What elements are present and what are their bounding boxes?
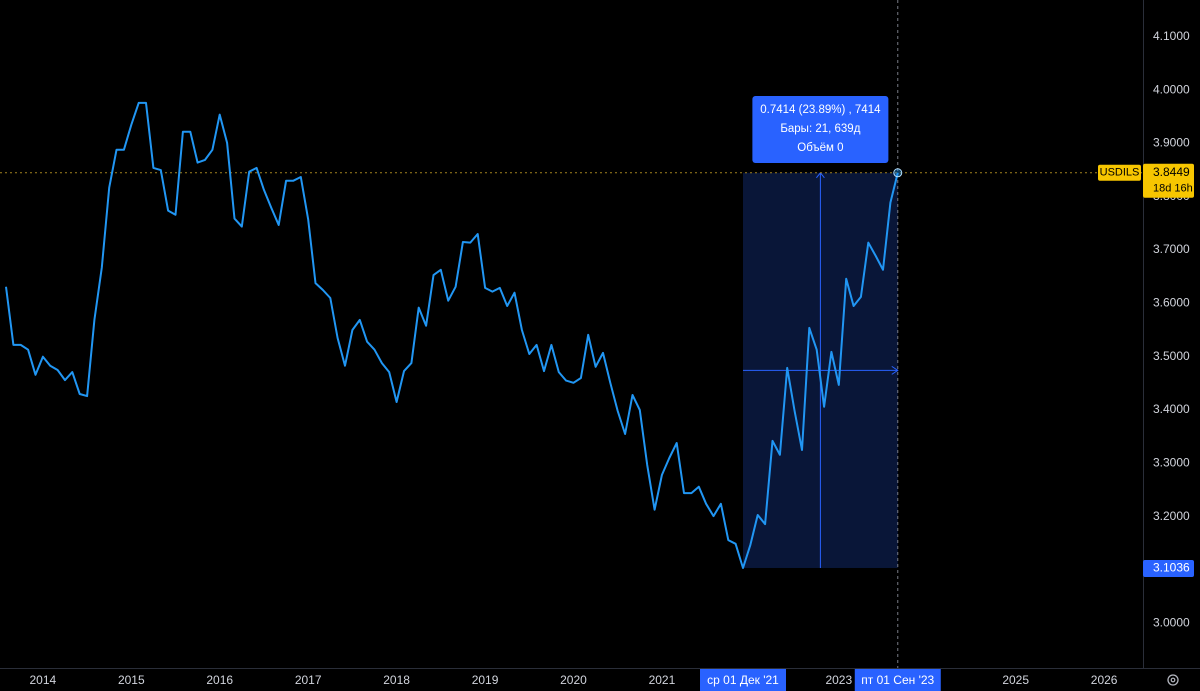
crosshair-x-box [700, 669, 786, 691]
y-tick-label: 4.0000 [1153, 82, 1190, 96]
y-tick-label: 4.1000 [1153, 29, 1190, 43]
measure-tooltip-text: 0.7414 (23.89%) , 7414 [760, 104, 881, 116]
x-tick-label: 2023 [825, 673, 852, 687]
crosshair-x-label: пт 01 Сен '23 [861, 673, 934, 687]
measure-top-arrow [819, 172, 825, 179]
y-tick-label: 3.0000 [1153, 615, 1190, 629]
measure-tooltip-text: Бары: 21, 639д [780, 123, 860, 135]
x-tick-label: 2017 [295, 673, 322, 687]
measure-top-arrow [815, 172, 821, 179]
measure-tooltip-box [752, 96, 889, 163]
y-tick-label: 3.9000 [1153, 136, 1190, 150]
x-tick-label: 2020 [560, 673, 587, 687]
y-tick-label: 3.7000 [1153, 242, 1190, 256]
x-tick-label: 2019 [472, 673, 499, 687]
symbol-label-box [1098, 164, 1141, 181]
x-tick-label: 2026 [1091, 673, 1118, 687]
y-tick-label: 3.5000 [1153, 349, 1190, 363]
measure-tooltip-text: Объём 0 [797, 142, 843, 154]
y-tick-label: 3.2000 [1153, 509, 1190, 523]
x-tick-label: 2025 [1002, 673, 1029, 687]
settings-icon[interactable] [1167, 674, 1179, 686]
measure-arrow [891, 365, 899, 375]
x-tick-label: 2015 [118, 673, 145, 687]
last-price-box [1143, 163, 1194, 198]
x-tick-label: 2018 [383, 673, 410, 687]
y-tick-label: 3.4000 [1153, 402, 1190, 416]
last-point [893, 168, 903, 178]
y-tick-label: 3.3000 [1153, 455, 1190, 469]
last-price-label: 3.8449 [1153, 165, 1190, 179]
price-line [5, 101, 899, 569]
crosshair-x-label: ср 01 Дек '21 [707, 673, 779, 687]
symbol-label: USDILS [1100, 167, 1140, 179]
x-tick-label: 2014 [29, 673, 56, 687]
x-tick-label: 2016 [206, 673, 233, 687]
y-tick-label: 3.6000 [1153, 296, 1190, 310]
x-tick-label: 2021 [649, 673, 676, 687]
countdown-label: 18d 16h [1153, 183, 1193, 195]
low-price-box [1143, 559, 1194, 577]
crosshair-x-box [854, 669, 941, 691]
low-price-label: 3.1036 [1153, 561, 1190, 575]
